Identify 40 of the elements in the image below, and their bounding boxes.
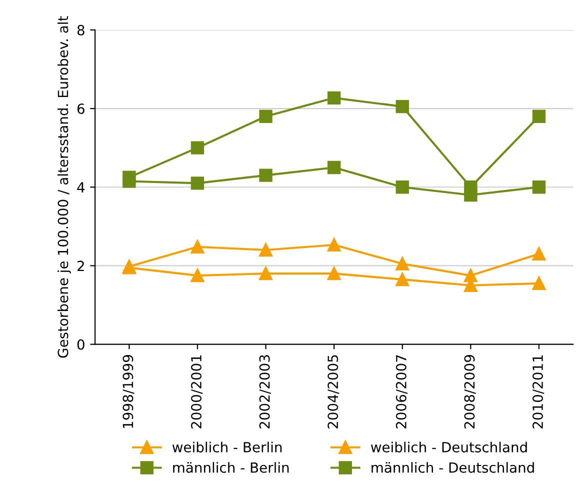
point — [190, 268, 204, 282]
point — [532, 180, 546, 194]
point — [532, 110, 546, 123]
point — [464, 180, 478, 194]
y-tick-label: 6 — [77, 104, 84, 114]
point — [122, 170, 136, 184]
x-tick-label: 2010/2011 — [532, 355, 544, 428]
point — [190, 240, 204, 254]
y-axis-title: Gestorbene je 100.000 / altersstand. Eurobev. alt — [57, 16, 71, 358]
x-tick-label: 1998/1999 — [122, 355, 134, 428]
x-tick-label: 2000/2001 — [191, 355, 203, 428]
y-tick-label: 2 — [78, 260, 84, 271]
y-tick-label: 8 — [77, 24, 84, 36]
point — [532, 276, 546, 290]
point — [327, 91, 341, 105]
y-tick-label: 4 — [77, 182, 85, 192]
x-tick-label: 2004/2005 — [328, 355, 340, 428]
point — [396, 257, 409, 270]
point — [190, 141, 204, 154]
point — [464, 268, 478, 282]
point — [396, 272, 409, 286]
y-tick-label: 0 — [77, 339, 84, 350]
point — [327, 238, 341, 252]
point — [327, 160, 341, 174]
point — [396, 100, 409, 114]
point — [327, 266, 341, 280]
point — [259, 110, 272, 123]
point — [259, 243, 272, 257]
x-tick-label: 2006/2007 — [396, 355, 408, 428]
x-tick-label: 2002/2003 — [259, 355, 271, 428]
point — [190, 176, 204, 190]
legend-label: weiblich - Deutschland — [370, 442, 527, 452]
point — [396, 180, 409, 194]
point — [532, 247, 546, 261]
legend-label: weiblich - Berlin — [172, 442, 282, 452]
point — [259, 168, 272, 182]
legend-label: männlich - Deutschland — [372, 462, 534, 473]
x-tick-label: 2008/2009 — [464, 355, 476, 428]
point — [259, 266, 272, 280]
legend-label: männlich - Berlin — [173, 462, 289, 473]
